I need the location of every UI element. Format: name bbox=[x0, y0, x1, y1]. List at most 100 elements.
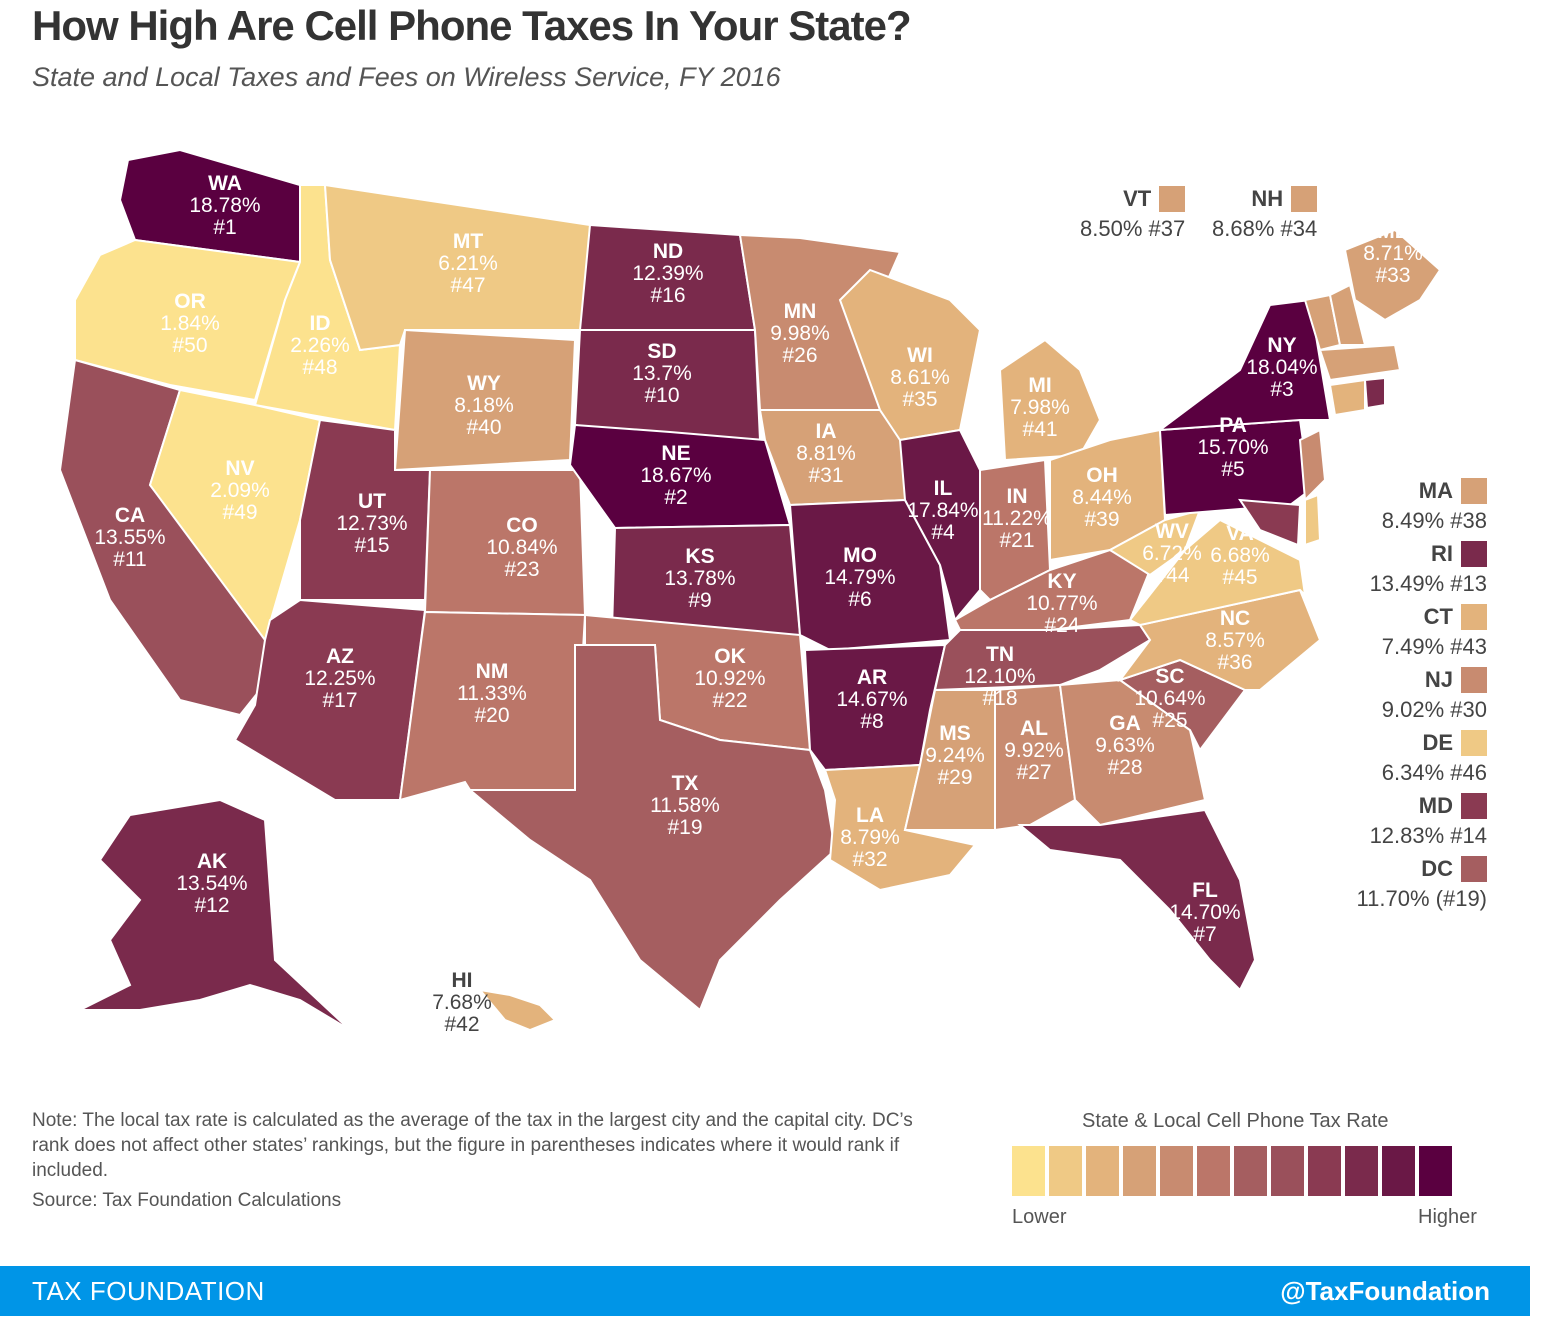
state-label-ca: CA bbox=[115, 504, 145, 527]
legend-swatch-5 bbox=[1160, 1146, 1193, 1196]
state-box-nj: NJ 9.02% #30 bbox=[1382, 667, 1487, 723]
state-rate: 9.63% bbox=[1095, 734, 1155, 757]
state-box-ct: CT 7.49% #43 bbox=[1382, 604, 1487, 660]
state-box-ri: RI 13.49% #13 bbox=[1370, 541, 1487, 597]
state-rank: #50 bbox=[172, 334, 207, 357]
legend-swatch-2 bbox=[1049, 1146, 1082, 1196]
state-rank: #9 bbox=[688, 589, 711, 612]
state-rate: 8.18% bbox=[454, 394, 514, 417]
state-label-oh: OH bbox=[1086, 464, 1118, 487]
state-shape-fl bbox=[1017, 808, 1257, 992]
page-subtitle: State and Local Taxes and Fees on Wirele… bbox=[32, 62, 781, 92]
state-rate: 2.09% bbox=[210, 479, 270, 502]
state-label-pa: PA bbox=[1219, 414, 1247, 437]
state-shape-il bbox=[898, 428, 981, 623]
state-label-az: AZ bbox=[326, 645, 354, 668]
state-label-ok: OK bbox=[714, 645, 746, 668]
state-rank: #16 bbox=[650, 284, 685, 307]
state-rate: 17.84% bbox=[907, 499, 978, 522]
state-rate: 8.61% bbox=[890, 366, 950, 389]
state-rank: #21 bbox=[999, 529, 1034, 552]
state-rank: #22 bbox=[712, 689, 747, 712]
state-shape-nj bbox=[1298, 428, 1327, 503]
state-rate: 8.44% bbox=[1072, 486, 1132, 509]
state-label-ut: UT bbox=[358, 490, 386, 513]
state-shape-nh bbox=[1328, 283, 1367, 346]
state-rate: 9.92% bbox=[1004, 739, 1064, 762]
state-rate: 18.67% bbox=[640, 464, 711, 487]
state-box-dc: DC 11.70% (#19) bbox=[1357, 856, 1487, 912]
state-rank: #26 bbox=[782, 344, 817, 367]
state-rank: #42 bbox=[444, 1013, 479, 1036]
state-rank: #11 bbox=[113, 548, 146, 571]
legend-swatch-12 bbox=[1419, 1146, 1452, 1196]
state-rate: 11.58% bbox=[650, 794, 720, 817]
state-rate: 1.84% bbox=[160, 312, 220, 335]
state-label-ky: KY bbox=[1047, 570, 1076, 593]
color-swatch bbox=[1159, 186, 1186, 212]
legend-high-label: Higher bbox=[1418, 1206, 1477, 1228]
state-label-ms: MS bbox=[939, 722, 971, 745]
state-label-ak: AK bbox=[197, 850, 227, 873]
state-shape-ms bbox=[903, 689, 996, 831]
state-rank: #48 bbox=[302, 356, 337, 379]
state-rank: #49 bbox=[222, 501, 257, 524]
state-rate: 6.21% bbox=[438, 252, 498, 275]
state-rank: #20 bbox=[474, 704, 509, 727]
footer-brand: TAX FOUNDATION bbox=[32, 1276, 265, 1306]
state-rate: 13.78% bbox=[664, 567, 735, 590]
state-rank: #35 bbox=[902, 388, 937, 411]
state-label-ne: NE bbox=[661, 442, 690, 465]
state-rate: 13.55% bbox=[94, 526, 165, 549]
state-box-de: DE 6.34% #46 bbox=[1382, 730, 1487, 786]
state-rate: 2.26% bbox=[290, 334, 350, 357]
state-value: 9.02% #30 bbox=[1381, 697, 1487, 722]
state-label-nd: ND bbox=[653, 240, 683, 263]
state-label-in: IN bbox=[1007, 485, 1028, 508]
color-swatch bbox=[1461, 730, 1487, 756]
state-rank: #2 bbox=[664, 486, 687, 509]
state-rank: #12 bbox=[194, 894, 229, 917]
state-abbr: MD bbox=[1418, 793, 1453, 818]
state-value: 13.49% #13 bbox=[1369, 571, 1487, 596]
state-rate: 9.98% bbox=[770, 322, 830, 345]
state-box-ma: MA 8.49% #38 bbox=[1382, 478, 1487, 534]
state-rank: #27 bbox=[1016, 761, 1051, 784]
state-rank: #39 bbox=[1084, 508, 1119, 531]
state-rank: #44 bbox=[1154, 564, 1189, 587]
state-rank: #36 bbox=[1217, 651, 1252, 674]
state-shape-ct bbox=[1328, 378, 1366, 417]
state-shape-hi bbox=[477, 988, 557, 1032]
state-rank: #47 bbox=[450, 274, 485, 297]
state-label-mo: MO bbox=[843, 544, 877, 567]
state-rank: #8 bbox=[860, 710, 883, 733]
state-label-nm: NM bbox=[476, 660, 509, 683]
state-label-ny: NY bbox=[1267, 334, 1296, 357]
state-value: 11.70% (#19) bbox=[1356, 886, 1487, 911]
state-rate: 6.68% bbox=[1210, 544, 1270, 567]
legend-swatch-7 bbox=[1234, 1146, 1267, 1196]
state-rate: 15.70% bbox=[1197, 436, 1268, 459]
state-rank: #7 bbox=[1193, 923, 1216, 946]
state-rate: 14.67% bbox=[836, 688, 907, 711]
legend-swatch-1 bbox=[1012, 1146, 1045, 1196]
state-abbr: MA bbox=[1418, 478, 1453, 503]
state-rank: #19 bbox=[667, 816, 702, 839]
state-rate: 18.78% bbox=[189, 194, 260, 217]
state-label-wy: WY bbox=[467, 372, 501, 395]
state-rate: 6.72% bbox=[1142, 542, 1202, 565]
state-rank: #4 bbox=[931, 521, 955, 544]
state-label-or: OR bbox=[174, 290, 206, 313]
state-label-me: ME bbox=[1377, 220, 1409, 243]
legend-swatch-3 bbox=[1086, 1146, 1119, 1196]
legend-title: State & Local Cell Phone Tax Rate bbox=[1082, 1110, 1389, 1132]
state-rate: 12.39% bbox=[632, 262, 703, 285]
state-value: 8.50% #37 bbox=[1080, 216, 1186, 241]
state-rank: #40 bbox=[466, 416, 501, 439]
state-shape-me bbox=[1343, 228, 1442, 322]
state-rate: 9.24% bbox=[925, 744, 985, 767]
state-rate: 13.7% bbox=[632, 362, 692, 385]
color-swatch bbox=[1461, 604, 1487, 630]
state-rank: #33 bbox=[1375, 264, 1410, 287]
state-shape-nc bbox=[1117, 588, 1322, 691]
